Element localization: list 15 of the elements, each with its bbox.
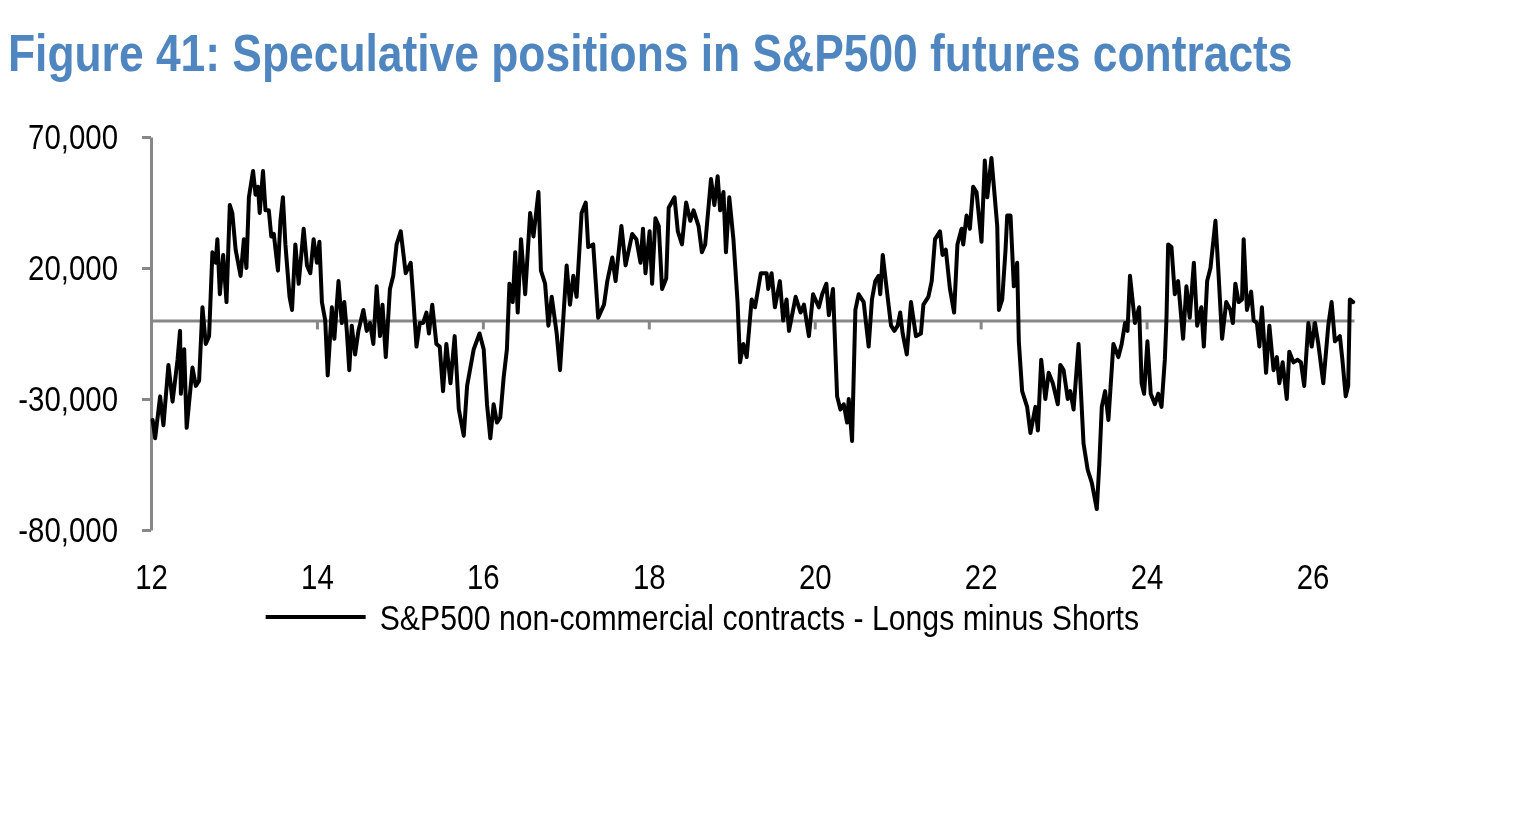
x-tick-label: 16 bbox=[467, 557, 500, 597]
line-series bbox=[150, 155, 1356, 512]
y-tick-label: 70,000 bbox=[28, 117, 118, 157]
x-tick-label: 18 bbox=[632, 557, 666, 597]
x-tick-label: 20 bbox=[798, 557, 832, 597]
x-tick-label: 26 bbox=[1296, 557, 1330, 597]
x-tick-label: 24 bbox=[1130, 557, 1164, 597]
chart-title: Figure 41: Speculative positions in S&P500 futures contracts bbox=[8, 25, 1293, 82]
y-tick-label: 20,000 bbox=[28, 248, 118, 288]
y-tick-label: -30,000 bbox=[18, 379, 118, 419]
y-tick-label: -80,000 bbox=[18, 510, 118, 550]
x-tick-label: 14 bbox=[301, 557, 334, 597]
legend-label: S&P500 non-commercial contracts - Longs minus Shorts bbox=[379, 597, 1140, 638]
x-tick-label: 22 bbox=[964, 557, 998, 597]
x-tick-label: 12 bbox=[135, 557, 168, 597]
